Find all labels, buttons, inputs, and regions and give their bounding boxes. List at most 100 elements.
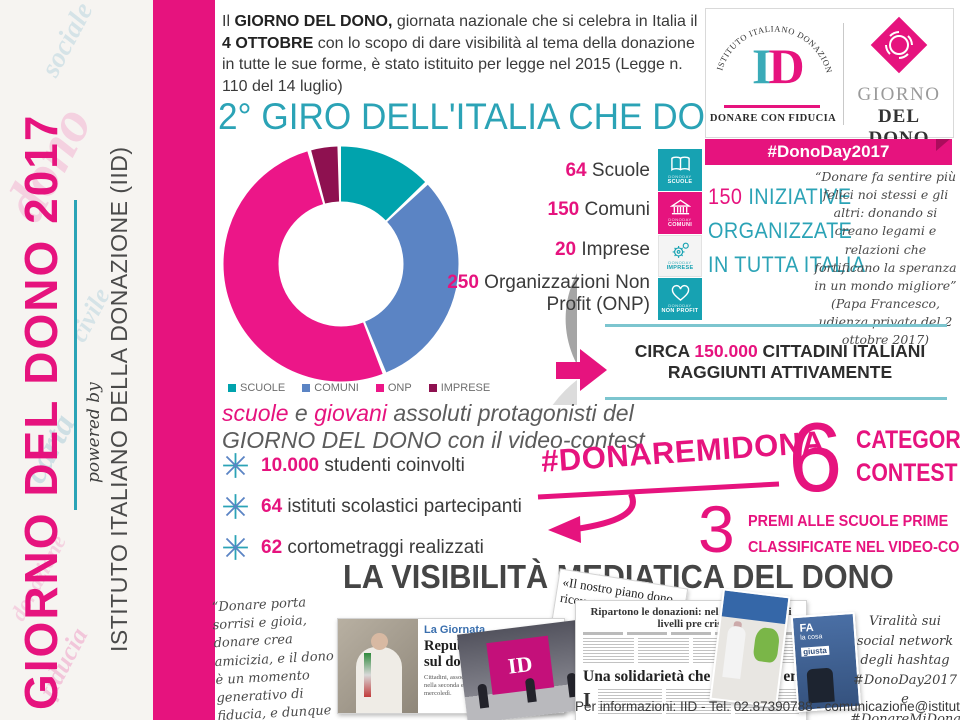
badge-non-profit: DONODAY NON PROFIT <box>658 278 702 320</box>
legend-label: IMPRESE <box>440 382 491 394</box>
quote-text: “Donare fa sentire più felici noi stessi… <box>814 169 957 293</box>
initiatives-number: 150 <box>708 184 743 209</box>
logo-box: ISTITUTO ITALIANO DONAZIONE ID DONARE CO… <box>705 8 954 149</box>
contest-stat-students: 10.000 studenti coinvolti <box>222 452 465 479</box>
intro-text: Il <box>222 13 235 30</box>
legend-swatch <box>302 384 311 392</box>
stat-imprese: 20 Imprese <box>555 239 650 261</box>
legend-item: IMPRESE <box>428 382 491 394</box>
intro-text: con lo scopo di dare visibilità al tema … <box>222 34 695 95</box>
contest-intro-caps: GIORNO DEL DONO <box>222 427 442 453</box>
legend-item: COMUNI <box>302 382 359 394</box>
stat-value: 150 <box>547 199 580 220</box>
contest-intro-highlight: scuole <box>222 400 289 426</box>
stat-onp: 250 Organizzazioni Non Profit (ONP) <box>435 272 650 316</box>
contest-intro: scuole e giovani assoluti protagonisti d… <box>222 400 645 454</box>
sidebar-accent-bar <box>153 0 215 720</box>
giorno-del-dono-logo: GIORNO DEL DONO <box>848 15 950 150</box>
reach-text: CIRCA <box>634 341 695 361</box>
figure-head <box>371 633 388 650</box>
donut-segment-comuni <box>223 146 459 382</box>
stat-scuole: 64 Scuole <box>565 160 650 182</box>
legend-item: ONP <box>375 382 412 394</box>
badge-name: IMPRESE <box>666 265 694 271</box>
gears-icon <box>672 242 689 258</box>
book-icon <box>670 156 690 172</box>
chart-legend: SCUOLE COMUNI ONP IMPRESE <box>228 382 490 394</box>
initiatives-line3: IN TUTTA ITALIA <box>708 252 866 277</box>
asterisk-icon <box>222 493 249 520</box>
contest-stat-schools: 64 istituti scolastici partecipanti <box>222 493 522 520</box>
asterisk-icon <box>222 452 249 479</box>
prizes-number: 3 <box>698 492 735 566</box>
badge-name: SCUOLE <box>667 179 693 185</box>
legend-label: ONP <box>387 382 412 394</box>
reach-number: 150.000 <box>694 341 758 361</box>
intro-bold-event: GIORNO DEL DONO, <box>234 13 393 30</box>
badge-prefix: DONODAY <box>668 260 692 265</box>
fake-text <box>638 638 689 664</box>
categories-line2: CONTEST <box>856 459 958 487</box>
contest-stat-films: 62 cortometraggi realizzati <box>222 534 484 561</box>
sidebar-divider-line <box>74 200 77 510</box>
ribbon-fold <box>936 139 950 151</box>
legend-label: COMUNI <box>314 382 359 394</box>
iid-logo-d: D <box>768 38 805 94</box>
intro-bold-date: 4 OTTOBRE <box>222 34 314 52</box>
badge-prefix: DONODAY <box>668 174 692 179</box>
reach-text-line2: RAGGIUNTI ATTIVAMENTE <box>667 362 893 382</box>
legend-label: SCUOLE <box>240 382 286 394</box>
drop-cap: I <box>583 689 591 711</box>
iid-logo: ID <box>752 41 805 91</box>
contest-stat-text: 10.000 studenti coinvolti <box>261 455 465 477</box>
badge-prefix: DONODAY <box>668 303 692 308</box>
presenter-figure <box>722 625 747 680</box>
social-virality-note: Viralità sui social network degli hashta… <box>850 614 960 720</box>
figure-robe <box>356 647 402 713</box>
prizes-line2: CLASSIFICATE NEL VIDEO-CONTEST <box>748 539 960 556</box>
badge-imprese: DONODAY IMPRESE <box>658 235 702 277</box>
quote-text: “Donare porta sorrisi e gioia, donare cr… <box>211 595 335 720</box>
donut-segment-scuole <box>223 146 459 382</box>
diamond-knot-icon <box>870 16 928 74</box>
studio-backdrop: ID <box>486 635 555 695</box>
pope-quote: “Donare fa sentire più felici noi stessi… <box>813 168 958 349</box>
iid-logo-underline <box>724 105 820 108</box>
prizes-label: PREMI ALLE SCUOLE PRIME CLASSIFICATE NEL… <box>748 509 960 561</box>
category-badges: DONODAY SCUOLE DONODAY COMUNI DONODAY IM… <box>658 149 702 321</box>
brand-line1: GIORNO <box>857 84 941 105</box>
badge-comuni: DONODAY COMUNI <box>658 192 702 234</box>
tv-title: giusta <box>800 645 830 657</box>
contest-intro-text: assoluti protagonisti del <box>386 400 634 426</box>
badge-prefix: DONODAY <box>668 217 692 222</box>
categories-line1: CATEGORIE <box>856 426 960 454</box>
stat-value: 250 <box>447 272 479 293</box>
legend-swatch <box>228 384 236 392</box>
stat-label: istituti scolastici partecipanti <box>282 495 522 517</box>
contest-intro-text: con il video-contest <box>441 427 645 453</box>
section-title-giro: 2° GIRO DELL'ITALIA CHE DONA <box>218 96 754 137</box>
stat-value: 64 <box>565 160 587 181</box>
legend-item: SCUOLE <box>228 382 285 394</box>
mattarella-quote: “Donare porta sorrisi e gioia, donare cr… <box>211 593 340 720</box>
badge-name: COMUNI <box>667 222 693 228</box>
iid-logo-i: I <box>752 38 772 94</box>
speaker-silhouette <box>477 683 490 709</box>
arc-text: ISTITUTO ITALIANO DONAZIONE <box>712 13 834 74</box>
fake-text <box>597 689 663 715</box>
intro-paragraph: Il GIORNO DEL DONO, giornata nazionale c… <box>222 11 702 97</box>
event-title-vertical: GIORNO DEL DONO 2017 <box>15 113 67 710</box>
legend-swatch <box>375 384 384 392</box>
initiatives-line1: 150 INIZIATIVE <box>708 180 865 214</box>
categories-number: 6 <box>788 402 843 512</box>
figure-sash <box>364 653 371 697</box>
contest-intro-highlight: giovani <box>314 400 387 426</box>
pope-photo <box>338 619 418 713</box>
prizes-line1: PREMI ALLE SCUOLE PRIME <box>748 513 949 530</box>
organization-name-vertical: ISTITUTO ITALIANO DELLA DONAZIONE (IID) <box>106 146 132 652</box>
heart-icon <box>671 284 689 302</box>
stat-value: 64 <box>261 495 283 517</box>
stat-value: 62 <box>261 536 283 558</box>
asterisk-icon <box>222 534 249 561</box>
